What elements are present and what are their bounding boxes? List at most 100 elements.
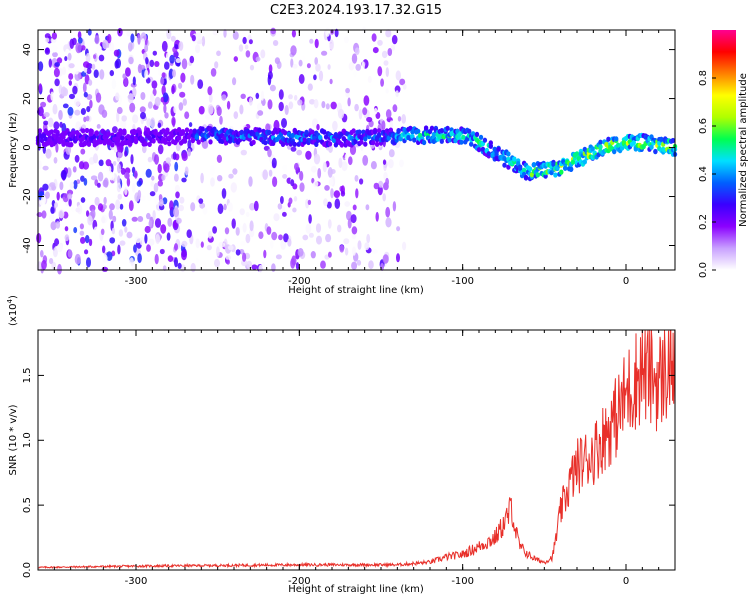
spectrogram-cell	[209, 164, 215, 176]
spectrogram-cell	[50, 221, 57, 231]
spectrogram-cell	[288, 212, 293, 218]
x-tick-label: -300	[125, 576, 148, 587]
spectrogram-cell	[327, 167, 333, 178]
spectrogram-cell	[210, 68, 217, 77]
spectrogram-cell	[58, 209, 65, 219]
spectrogram-cell	[186, 229, 192, 239]
spectrogram-cell	[253, 200, 259, 212]
spectrogram-cell	[272, 176, 278, 188]
spectrogram-cell	[295, 262, 300, 270]
spectrogram-cell	[350, 214, 357, 224]
spectrogram-cell	[385, 206, 391, 218]
spectrogram-cell	[245, 233, 251, 244]
spectrogram-cell	[348, 156, 353, 166]
spectrogram-cell	[68, 198, 72, 207]
spectrogram-cell	[474, 131, 480, 137]
spectrogram-cell	[248, 97, 253, 106]
spectrogram-cell	[69, 142, 74, 148]
spectrogram-cell	[631, 140, 636, 146]
spectrogram-cell	[478, 134, 484, 140]
spectrogram-cell	[359, 139, 364, 145]
spectrogram-cell	[147, 156, 153, 163]
spectrogram-cell	[367, 134, 372, 140]
spectrogram-cell	[94, 196, 100, 206]
spectrogram-cell	[154, 194, 159, 205]
spectrogram-cell	[157, 144, 164, 155]
spectrogram-cell	[67, 249, 73, 258]
spectrogram-cell	[339, 245, 345, 253]
spectrogram-cell	[55, 131, 60, 137]
spectrogram-cell	[115, 92, 120, 101]
spectrogram-cell	[178, 204, 184, 212]
spectrogram-cell	[62, 103, 69, 109]
spectrogram-cell	[93, 54, 97, 59]
spectrogram-cell	[232, 77, 237, 86]
spectrogram-cell	[173, 220, 178, 228]
spectrogram-cell	[137, 34, 141, 45]
spectrogram-cell	[339, 147, 345, 157]
spectrogram-cell	[174, 184, 180, 193]
spectrogram-cell	[223, 29, 227, 38]
spectrogram-cell	[351, 128, 356, 134]
spectrogram-cell	[89, 99, 93, 109]
spectrogram-cell	[174, 44, 179, 49]
spectrogram-cell	[118, 229, 124, 237]
spectrogram-cell	[280, 239, 287, 250]
spectrogram-cell	[51, 32, 58, 40]
spectrogram-cell	[372, 47, 379, 54]
spectrogram-cell	[278, 89, 284, 100]
spectrogram-cell	[158, 198, 164, 207]
spectrogram-cell	[317, 168, 322, 179]
spectrogram-cell	[245, 211, 250, 218]
spectrogram-cell	[170, 35, 176, 42]
spectrogram-cell	[357, 129, 362, 135]
spectrogram-cell	[115, 199, 121, 210]
spectrogram-cell	[112, 215, 117, 223]
spectrogram-cell	[132, 76, 136, 86]
spectrogram-cell	[174, 161, 179, 172]
snr-panel: -300 -200 -100 0 0.0 0.5 1.0 1.5 Height of str…	[6, 295, 676, 595]
x-tick-label: 0	[623, 276, 629, 287]
spectrogram-cell	[161, 72, 166, 78]
spectrogram-cell	[223, 203, 227, 211]
spectrogram-cell	[124, 226, 128, 233]
spectrogram-cell	[82, 82, 87, 93]
chart-title: C2E3.2024.193.17.32.G15	[270, 3, 442, 18]
spectrogram-cell	[553, 172, 558, 178]
spectrogram-cell	[40, 250, 44, 258]
spectrogram-cell	[166, 28, 172, 40]
spectrogram-cell	[62, 193, 69, 203]
spectrogram-cell	[488, 140, 493, 146]
spectrogram-cell	[227, 202, 233, 212]
spectrogram-cell	[187, 148, 192, 157]
spectrogram-cell	[53, 157, 58, 164]
spectrogram-cell	[80, 45, 86, 51]
spectrogram-cell	[402, 83, 407, 90]
spectrogram-cell	[314, 38, 319, 49]
spectrogram-cell	[232, 168, 238, 175]
spectrogram-cell	[305, 223, 312, 234]
spectrogram-cell	[373, 107, 378, 115]
spectrogram-cell	[107, 33, 112, 44]
spectrogram-cell	[152, 210, 156, 221]
spectrogram-cell	[101, 109, 108, 119]
spectrogram-cell	[53, 67, 60, 78]
spectrogram-cell	[299, 182, 305, 192]
spectrogram-cell	[502, 162, 507, 168]
spectrogram-cell	[43, 120, 49, 126]
y-tick-label: -40	[22, 237, 33, 253]
spectrogram-frame	[37, 29, 676, 271]
spectrogram-cell	[154, 61, 160, 67]
spectrogram-cell	[147, 141, 152, 147]
spectrogram-cell	[386, 135, 391, 141]
spectrogram-cell	[374, 141, 380, 147]
spectrogram-cell	[157, 163, 162, 174]
spectrogram-cell	[80, 197, 86, 203]
spectrogram-cell	[67, 106, 74, 116]
spectrogram-cell	[60, 169, 67, 180]
spectrogram-cell	[244, 44, 249, 50]
spectrogram-cell	[184, 111, 190, 119]
spectrogram-cell	[239, 130, 244, 136]
spectrogram-cell	[64, 234, 70, 242]
spectrogram-cell	[44, 191, 50, 199]
